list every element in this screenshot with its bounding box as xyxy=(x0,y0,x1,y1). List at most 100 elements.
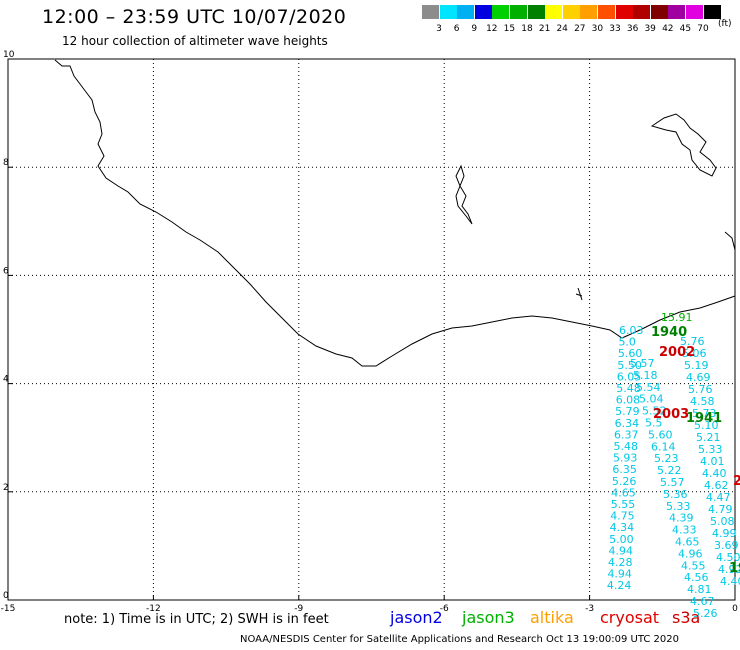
coastline xyxy=(54,59,736,367)
wave-height-value: 5.08 xyxy=(710,515,735,528)
wave-height-value: 5.76 xyxy=(688,383,713,396)
wave-height-value: 5.04 xyxy=(639,393,664,406)
lat-tick-label: 6 xyxy=(3,266,9,276)
wave-height-value: 6.05 xyxy=(617,370,642,383)
colorbar-label: 30 xyxy=(591,24,604,34)
credit-line: NOAA/NESDIS Center for Satellite Applica… xyxy=(240,634,679,645)
wave-height-value: 6.35 xyxy=(612,463,637,476)
wave-height-value: 4.62 xyxy=(704,479,729,492)
wave-height-value: 5.54 xyxy=(636,381,661,394)
lat-tick-label: 2 xyxy=(3,483,9,493)
wave-height-value: 4.50 xyxy=(716,551,740,564)
wave-height-value: 5.06 xyxy=(682,347,707,360)
pass-time-label: 2 xyxy=(733,474,740,489)
wave-height-value: 4.34 xyxy=(610,521,635,534)
wave-height-value: 4.69 xyxy=(686,371,711,384)
pass-time-label: 2003 xyxy=(653,407,689,422)
satellite-name: cryosat xyxy=(600,608,660,627)
pass-time-label: 1941 xyxy=(686,411,722,426)
wave-height-value: 4.40 xyxy=(702,467,727,480)
wave-height-value: 4.65 xyxy=(675,536,700,549)
map-border xyxy=(7,58,736,601)
wave-height-value: 5.50 xyxy=(617,359,642,372)
wave-height-value: 4.56 xyxy=(684,571,709,584)
wave-height-value: 4.40 xyxy=(720,575,740,588)
wave-height-value: 5.26 xyxy=(693,607,718,620)
colorbar-label: 39 xyxy=(644,24,656,34)
wave-height-value: 5.36 xyxy=(663,488,688,501)
colorbar-swatch xyxy=(703,5,721,19)
wave-height-value: 4.47 xyxy=(706,491,731,504)
wave-height-value: 4.65 xyxy=(611,486,636,499)
wave-height-value: 4.99 xyxy=(712,527,737,540)
colorbar-swatch xyxy=(650,5,668,19)
wave-height-value: 4.58 xyxy=(690,395,715,408)
colorbar-swatch xyxy=(615,5,633,19)
colorbar-label: 45 xyxy=(679,24,692,34)
coastline-segment xyxy=(575,231,736,301)
pass-time-label: 19 xyxy=(729,561,740,576)
wave-height-value: 5.52 xyxy=(642,405,667,418)
footer-note: note: 1) Time is in UTC; 2) SWH is in fe… xyxy=(64,612,329,627)
colorbar-swatch xyxy=(457,5,475,19)
wave-height-value: 5.10 xyxy=(694,419,719,432)
wave-height-value: 5.79 xyxy=(615,405,640,418)
colorbar-swatch xyxy=(562,5,580,19)
wave-height-value: 5.00 xyxy=(609,533,634,546)
wave-height-value: 4.92 xyxy=(718,563,740,576)
colorbar-label: 12 xyxy=(486,24,498,34)
colorbar-swatch xyxy=(439,5,457,19)
wave-height-value: 5.33 xyxy=(666,500,691,513)
wave-height-value: 5.19 xyxy=(684,359,709,372)
axis-ticks: -15 -12 -9 -6 -3 0 0 2 4 6 8 10 xyxy=(1,50,738,614)
wave-height-value: 5.55 xyxy=(611,498,636,511)
wave-height-value: 4.79 xyxy=(708,503,733,516)
wave-height-value: 4.24 xyxy=(607,579,632,592)
coastline-segment xyxy=(54,59,736,367)
colorbar-swatch xyxy=(527,5,545,19)
wave-height-value: 4.01 xyxy=(700,455,725,468)
colorbar-label: 9 xyxy=(471,24,478,34)
colorbar-unit: (ft) xyxy=(718,19,732,29)
lon-tick-label: -3 xyxy=(585,604,594,614)
lon-tick-label: -15 xyxy=(1,604,16,614)
colorbar-label: 27 xyxy=(574,24,586,34)
colorbar-swatch xyxy=(686,5,703,19)
lat-tick-label: 10 xyxy=(3,50,15,60)
colorbar-label: 24 xyxy=(556,24,568,34)
wave-height-value: 6.37 xyxy=(614,428,639,441)
wave-height-value: 6.34 xyxy=(615,417,640,430)
map-title: 12:00 – 23:59 UTC 10/07/2020 xyxy=(42,6,347,28)
lon-tick-label: -12 xyxy=(146,604,161,614)
colorbar-swatch xyxy=(580,5,598,19)
coastline-segment xyxy=(455,164,473,225)
wave-height-value: 5.48 xyxy=(614,440,639,453)
wave-height-value: 4.94 xyxy=(607,568,632,581)
satellite-name: jason2 xyxy=(390,608,443,627)
wave-height-value: 4.94 xyxy=(609,544,634,557)
colorbar-label: 36 xyxy=(626,24,639,34)
wave-height-value: 5.76 xyxy=(680,335,705,348)
wave-height-value: 5.60 xyxy=(618,347,643,360)
wave-height-value: 4.39 xyxy=(669,512,694,525)
colorbar-label: 6 xyxy=(453,24,460,34)
colorbar-swatch xyxy=(545,5,563,19)
coastline-segment xyxy=(650,113,717,177)
wave-height-value: 5.48 xyxy=(616,382,641,395)
colorbar-label: 42 xyxy=(662,24,674,34)
pass-time-label: 1940 xyxy=(651,325,687,340)
wave-height-value: 5.22 xyxy=(657,464,682,477)
wave-height-value: 3.69 xyxy=(714,539,739,552)
pass-time-label: 2002 xyxy=(659,345,695,360)
map-subtitle: 12 hour collection of altimeter wave hei… xyxy=(62,34,328,48)
wave-height-value: 5.93 xyxy=(613,452,638,465)
wave-height-value: 4.55 xyxy=(681,559,706,572)
wave-height-value: 6.03 xyxy=(619,324,644,337)
lat-tick-label: 0 xyxy=(3,591,9,601)
wave-height-value: 4.28 xyxy=(608,556,633,569)
colorbar-swatch xyxy=(492,5,510,19)
wave-height-value: 5.26 xyxy=(612,475,637,488)
wave-height-value: 5.73 xyxy=(692,407,717,420)
wave-height-value: 5.21 xyxy=(696,431,721,444)
